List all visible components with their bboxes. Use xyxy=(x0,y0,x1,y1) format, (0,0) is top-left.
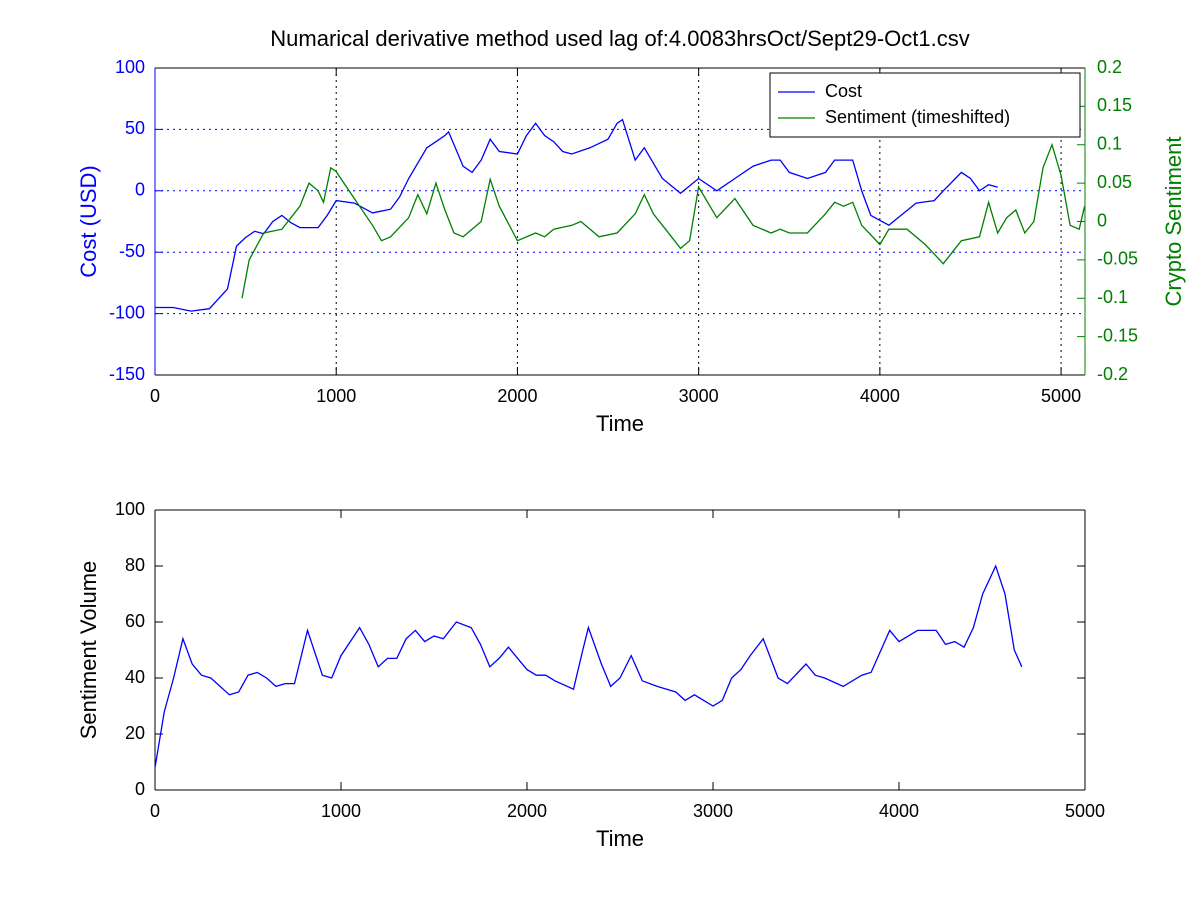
x-axis-label: Time xyxy=(596,826,644,851)
y2-tick-label: 0.05 xyxy=(1097,172,1132,192)
x-tick-label: 0 xyxy=(150,386,160,406)
y-tick-label: -100 xyxy=(109,302,145,322)
y2-tick-label: -0.2 xyxy=(1097,364,1128,384)
x-tick-label: 5000 xyxy=(1041,386,1081,406)
y-tick-label: 80 xyxy=(125,555,145,575)
legend-label: Cost xyxy=(825,81,862,101)
y-tick-label: 50 xyxy=(125,118,145,138)
chart-title: Numarical derivative method used lag of:… xyxy=(270,26,969,51)
x-axis-label: Time xyxy=(596,411,644,436)
y-tick-label: -150 xyxy=(109,364,145,384)
y-axis-label: Cost (USD) xyxy=(76,165,101,277)
x-tick-label: 2000 xyxy=(507,801,547,821)
y2-tick-label: 0 xyxy=(1097,210,1107,230)
y-tick-label: -50 xyxy=(119,241,145,261)
y2-axis-label: Crypto Sentiment xyxy=(1161,137,1186,307)
x-tick-label: 4000 xyxy=(860,386,900,406)
data-line xyxy=(241,142,1086,299)
y2-tick-label: -0.1 xyxy=(1097,287,1128,307)
y2-tick-label: -0.15 xyxy=(1097,325,1138,345)
y-tick-label: 100 xyxy=(115,57,145,77)
x-tick-label: 1000 xyxy=(321,801,361,821)
y2-tick-label: -0.05 xyxy=(1097,249,1138,269)
data-line xyxy=(154,564,1023,768)
x-tick-label: 3000 xyxy=(693,801,733,821)
x-tick-label: 5000 xyxy=(1065,801,1105,821)
y2-tick-label: 0.2 xyxy=(1097,57,1122,77)
data-line xyxy=(155,118,998,312)
y-tick-label: 0 xyxy=(135,779,145,799)
y-axis-label: Sentiment Volume xyxy=(76,561,101,740)
x-tick-label: 0 xyxy=(150,801,160,821)
x-tick-label: 1000 xyxy=(316,386,356,406)
legend-label: Sentiment (timeshifted) xyxy=(825,107,1010,127)
y-tick-label: 0 xyxy=(135,180,145,200)
y-tick-label: 40 xyxy=(125,667,145,687)
plot-area xyxy=(155,510,1085,790)
legend-box xyxy=(769,72,1081,138)
y-tick-label: 20 xyxy=(125,723,145,743)
y2-tick-label: 0.15 xyxy=(1097,95,1132,115)
x-tick-label: 4000 xyxy=(879,801,919,821)
y2-tick-label: 0.1 xyxy=(1097,134,1122,154)
x-tick-label: 3000 xyxy=(679,386,719,406)
y-tick-label: 60 xyxy=(125,611,145,631)
x-tick-label: 2000 xyxy=(497,386,537,406)
y-tick-label: 100 xyxy=(115,499,145,519)
